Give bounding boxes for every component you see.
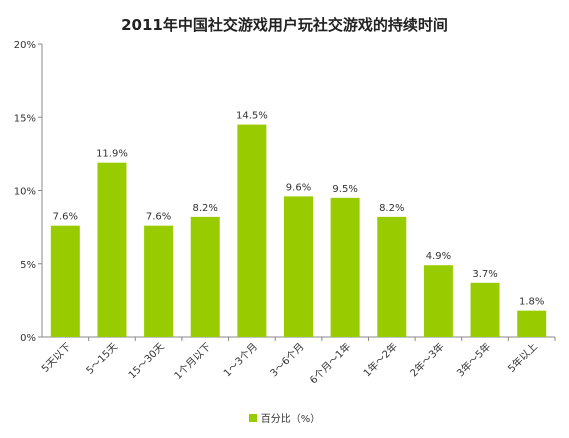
data-label: 9.5% [332,184,357,195]
data-label: 7.6% [146,212,171,223]
bar [517,310,547,337]
legend-swatch [248,413,257,422]
category-label: 3年～5年 [454,340,493,379]
legend: 百分比（%） [0,410,569,425]
y-tick-label: 15% [14,113,36,124]
category-label: 5～15天 [85,341,120,376]
data-label: 7.6% [53,212,78,223]
data-label: 3.7% [472,269,497,280]
category-label: 1年～2年 [360,340,399,379]
category-label: 2年～3年 [407,340,446,379]
data-label: 4.9% [426,251,451,262]
bar [144,225,174,337]
y-tick-label: 10% [14,187,36,198]
data-label: 9.6% [286,182,311,193]
category-labels: 5天以下 5～15天 15～30天 1个月以下 1～3个月 3～6个月 6个月～1年 1年～2… [40,340,540,386]
y-tick-label: 0% [20,333,36,344]
y-tick-label: 20% [14,40,36,51]
data-labels: 7.6% 11.9% 7.6% 8.2% 14.5% 9.6% 9.5% 8.2% 4.9% 3.… [53,111,545,308]
data-label: 14.5% [236,111,268,122]
bars [50,124,556,341]
y-tick-label: 5% [20,260,36,271]
bar [190,216,220,337]
data-label: 11.9% [96,149,128,160]
category-label: 1～3个月 [221,341,260,380]
legend-label: 百分比（%） [260,414,321,425]
y-axis-ticks: 0% 5% 10% 15% 20% [14,40,42,344]
bar [237,124,267,337]
bar [50,225,80,337]
category-label: 6个月～1年 [307,340,353,386]
category-label: 1个月以下 [172,341,213,382]
category-label: 3～6个月 [268,341,307,380]
data-label: 8.2% [193,203,218,214]
category-label: 15～30天 [127,341,167,381]
chart-title: 2011年中国社交游戏用户玩社交游戏的持续时间 [121,16,448,34]
data-label: 1.8% [519,297,544,308]
bar [470,282,500,337]
category-label: 5年以上 [505,340,540,375]
bar [284,196,313,337]
bar [423,265,453,337]
bar [97,162,127,337]
bar [330,197,360,337]
bar [377,216,407,337]
data-label: 8.2% [379,203,404,214]
category-label: 5天以下 [40,341,73,374]
